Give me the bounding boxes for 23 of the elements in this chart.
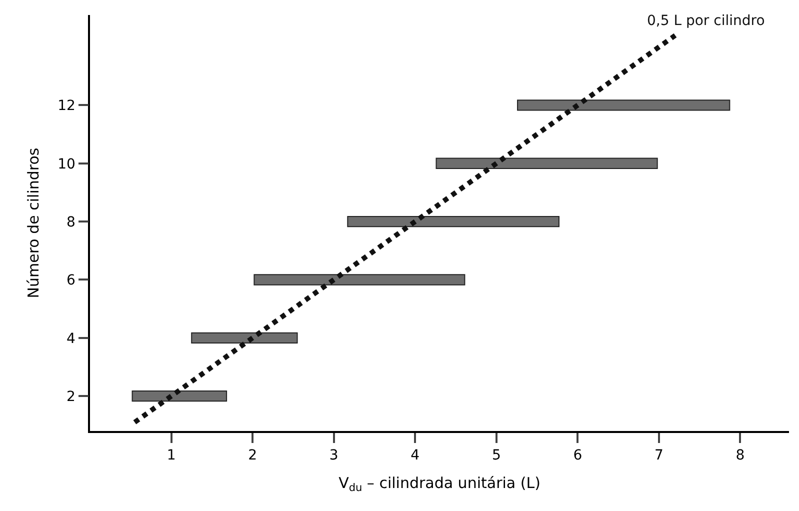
- bar: [132, 390, 228, 402]
- x-tick-label: 3: [329, 448, 338, 464]
- y-tick-label: 2: [66, 388, 76, 405]
- x-tick-label: 1: [166, 448, 176, 464]
- bar: [347, 216, 560, 228]
- y-tick-label: 8: [66, 214, 76, 230]
- series-label: 0,5 L por cilindro: [647, 13, 765, 29]
- y-tick-label: 6: [66, 272, 76, 289]
- bar: [254, 274, 466, 286]
- bar: [436, 158, 658, 169]
- x-tick-label: 2: [248, 448, 258, 464]
- x-tick-label: 4: [410, 448, 420, 464]
- y-tick-label: 12: [58, 98, 76, 114]
- y-tick-label: 4: [66, 330, 76, 347]
- x-tick-label: 5: [492, 448, 501, 464]
- bar: [517, 100, 730, 111]
- y-tick-label: 10: [58, 156, 76, 172]
- x-tick-label: 7: [654, 448, 664, 464]
- x-axis-title: V$_{du}$ – cilindrada unitária (L): [338, 474, 540, 494]
- bar: [191, 332, 298, 344]
- x-tick-label: 6: [573, 448, 582, 464]
- x-tick-label: 8: [736, 448, 745, 464]
- y-axis-title: Número de cilindros: [24, 148, 42, 298]
